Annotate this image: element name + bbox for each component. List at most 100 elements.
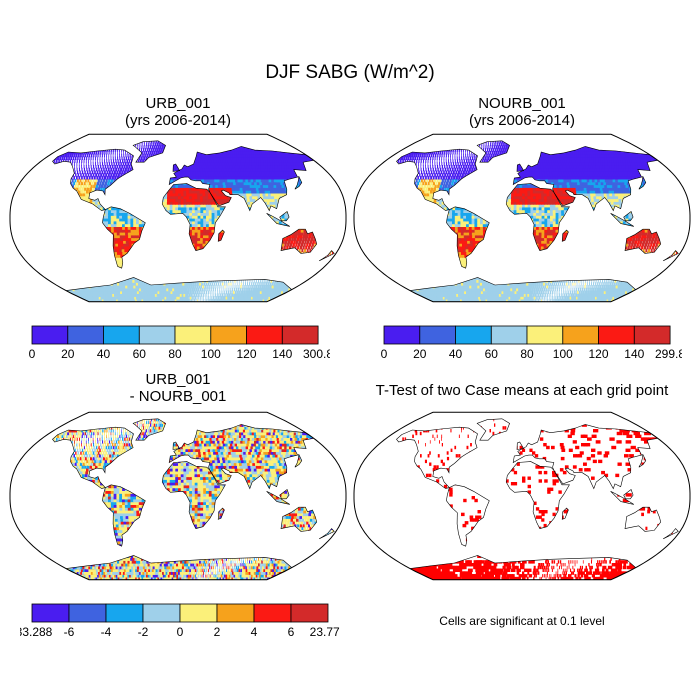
grid-cell xyxy=(178,251,182,255)
grid-cell xyxy=(182,282,185,286)
grid-cell xyxy=(194,237,198,241)
grid-cell xyxy=(188,257,192,261)
grid-cell xyxy=(231,226,235,230)
grid-cell xyxy=(233,273,235,278)
grid-cell xyxy=(334,206,335,211)
grid-cell xyxy=(73,248,78,253)
grid-cell xyxy=(83,282,90,286)
grid-cell xyxy=(60,243,65,247)
grid-cell xyxy=(292,273,294,278)
grid-cell xyxy=(265,273,267,278)
grid-cell xyxy=(80,212,84,216)
grid-cell xyxy=(183,220,187,225)
grid-cell xyxy=(259,226,263,230)
grid-cell xyxy=(241,259,244,264)
grid-cell xyxy=(175,251,179,255)
grid-cell xyxy=(92,187,95,191)
grid-cell xyxy=(313,198,318,202)
grid-cell xyxy=(260,279,262,283)
grid-cell xyxy=(287,279,290,283)
grid-cell xyxy=(88,259,94,264)
grid-cell xyxy=(246,240,250,244)
grid-cell xyxy=(271,248,275,253)
grid-cell xyxy=(320,195,325,200)
grid-cell xyxy=(85,220,90,225)
grid-cell xyxy=(257,243,260,247)
grid-cell xyxy=(298,223,302,227)
grid-cell xyxy=(110,279,116,283)
grid-cell xyxy=(189,226,193,230)
grid-cell xyxy=(216,268,219,272)
grid-cell xyxy=(271,198,276,202)
grid-cell xyxy=(186,218,190,222)
grid-cell xyxy=(247,290,250,294)
grid-cell xyxy=(113,190,116,194)
grid-cell xyxy=(71,220,76,225)
grid-cell xyxy=(326,220,330,225)
grid-cell xyxy=(238,262,241,267)
grid-cell xyxy=(181,293,184,297)
grid-cell xyxy=(30,226,34,229)
grid-cell xyxy=(13,210,16,213)
panel1-title-line1: URB_001 xyxy=(8,95,348,112)
grid-cell xyxy=(186,282,189,286)
grid-cell xyxy=(162,287,166,292)
grid-cell xyxy=(192,220,196,225)
grid-cell xyxy=(242,212,246,216)
grid-cell xyxy=(331,251,334,255)
grid-cell xyxy=(335,196,339,199)
grid-cell xyxy=(60,273,67,278)
grid-cell xyxy=(134,190,138,194)
grid-cell xyxy=(12,199,15,202)
grid-cell xyxy=(197,243,201,247)
grid-cell xyxy=(262,268,264,272)
grid-cell xyxy=(236,285,238,289)
grid-cell xyxy=(244,271,246,275)
grid-cell xyxy=(197,198,201,202)
grid-cell xyxy=(217,290,218,294)
grid-cell xyxy=(67,254,73,258)
grid-cell xyxy=(229,290,231,294)
grid-cell xyxy=(174,290,177,294)
grid-cell xyxy=(229,276,231,280)
grid-cell xyxy=(199,254,202,258)
grid-cell xyxy=(157,273,161,278)
grid-cell xyxy=(234,245,238,250)
grid-cell xyxy=(180,257,184,261)
grid-cell xyxy=(150,243,155,247)
grid-cell xyxy=(22,204,25,207)
grid-cell xyxy=(19,210,22,213)
grid-cell xyxy=(304,248,306,253)
grid-cell xyxy=(141,257,146,261)
grid-cell xyxy=(43,263,49,266)
grid-cell xyxy=(13,212,16,215)
grid-cell xyxy=(205,237,209,241)
grid-cell xyxy=(331,206,335,211)
grid-cell xyxy=(132,259,136,264)
grid-cell xyxy=(21,212,24,215)
grid-cell xyxy=(113,220,117,225)
grid-cell xyxy=(266,237,270,241)
grid-cell xyxy=(190,268,193,272)
grid-cell xyxy=(173,279,177,283)
grid-cell xyxy=(53,190,56,194)
grid-cell xyxy=(313,259,315,264)
grid-cell xyxy=(117,195,121,200)
grid-cell xyxy=(101,259,106,264)
grid-cell xyxy=(55,192,58,197)
grid-cell xyxy=(298,192,303,197)
grid-cell xyxy=(134,243,138,247)
grid-cell xyxy=(149,279,154,283)
grid-cell xyxy=(217,215,221,219)
grid-cell xyxy=(16,224,20,227)
grid-cell xyxy=(213,198,218,202)
grid-cell xyxy=(189,287,192,292)
grid-cell xyxy=(297,271,299,275)
grid-cell xyxy=(83,190,86,194)
grid-cell xyxy=(236,232,240,236)
grid-cell xyxy=(75,201,79,205)
grid-cell xyxy=(312,257,314,261)
grid-cell xyxy=(55,251,61,255)
grid-cell xyxy=(186,201,190,205)
grid-cell xyxy=(38,265,44,268)
